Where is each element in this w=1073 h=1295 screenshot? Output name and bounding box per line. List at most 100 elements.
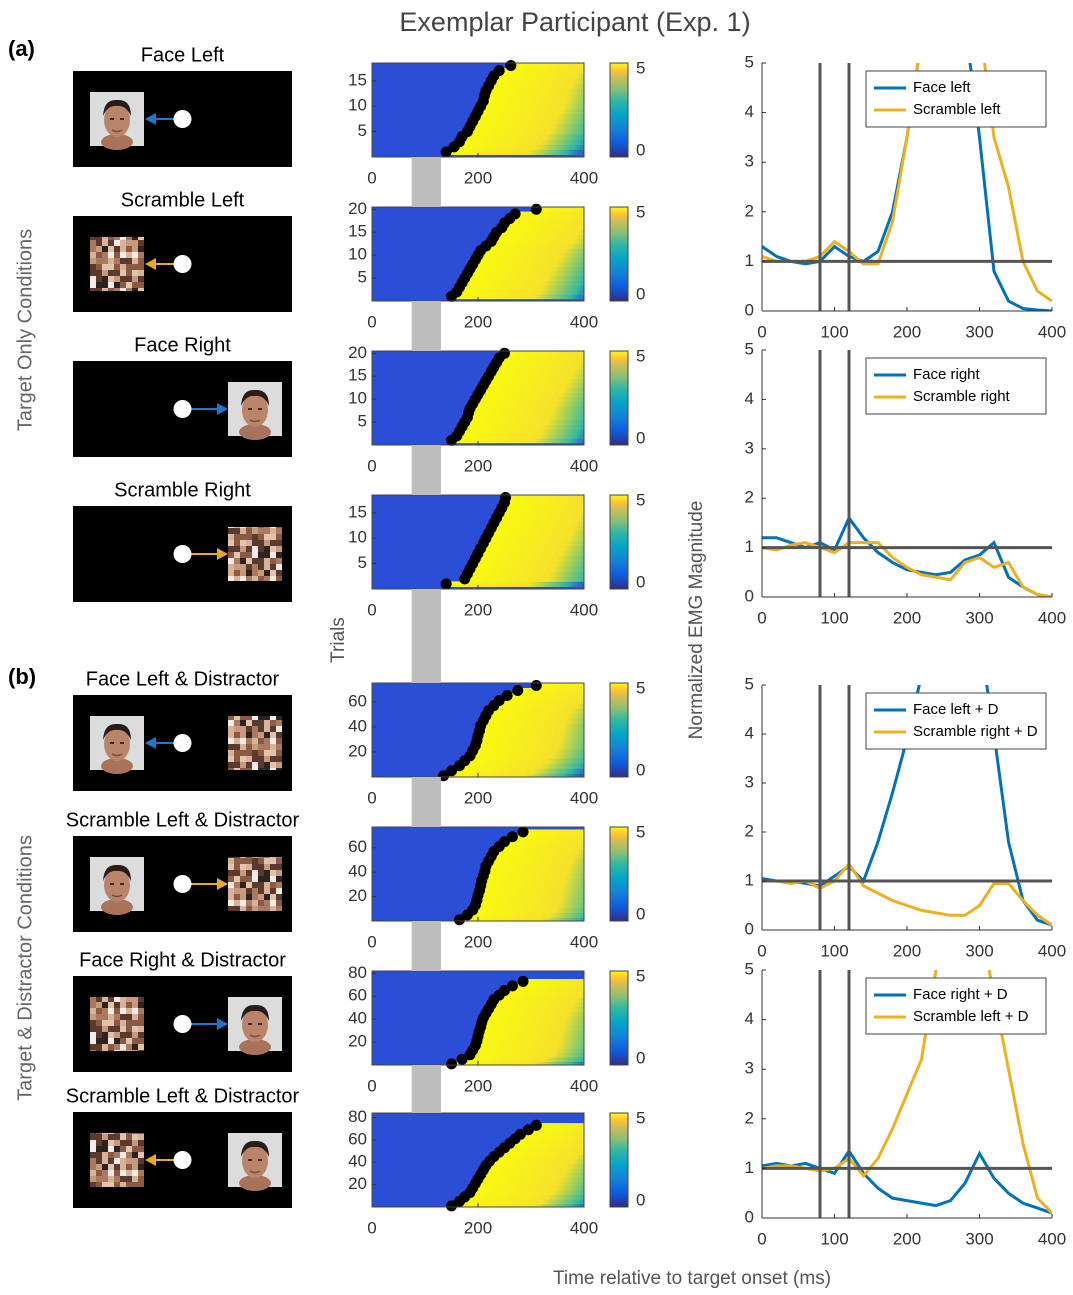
heat-row xyxy=(477,898,627,903)
heat-row xyxy=(475,1043,625,1048)
scramble-image xyxy=(228,716,282,770)
y-tick-label: 1 xyxy=(745,870,754,889)
x-tick-label: 400 xyxy=(570,600,598,619)
x-tick-label: 400 xyxy=(570,788,598,807)
heat-row xyxy=(478,733,628,739)
heat-row xyxy=(475,257,625,262)
heat-row xyxy=(465,576,615,582)
heat-row xyxy=(523,829,673,834)
heat-row xyxy=(473,1186,623,1191)
y-tick-label: 0 xyxy=(745,919,754,938)
y-tick-label: 5 xyxy=(358,412,367,431)
heat-row xyxy=(459,429,609,434)
heat-row xyxy=(465,1195,615,1200)
heat-row xyxy=(473,262,623,267)
colorbar-tick-label: 5 xyxy=(636,1108,645,1127)
y-tick-label: 5 xyxy=(745,52,754,71)
x-tick-label: 100 xyxy=(820,608,848,627)
scramble-image xyxy=(90,997,144,1051)
x-tick-label: 200 xyxy=(893,941,921,960)
shade-gap xyxy=(412,301,441,351)
x-tick-label: 400 xyxy=(570,456,598,475)
colorbar-tick-label: 0 xyxy=(636,760,645,779)
y-tick-label: 80 xyxy=(348,963,367,982)
y-tick-label: 20 xyxy=(348,886,367,905)
y-tick-label: 5 xyxy=(358,553,367,572)
heat-row xyxy=(462,1057,612,1062)
heat-row xyxy=(475,397,625,402)
heat-row xyxy=(481,1172,631,1177)
scramble-image xyxy=(90,237,144,291)
heat-row xyxy=(473,1048,623,1053)
heat-row xyxy=(470,1052,620,1057)
x-tick-label: 400 xyxy=(570,1076,598,1095)
legend-label: Face right xyxy=(913,366,981,383)
y-tick-label: 40 xyxy=(348,1009,367,1028)
legend-label: Scramble right + D xyxy=(913,723,1038,740)
x-tick-label: 0 xyxy=(757,941,766,960)
heat-row xyxy=(459,285,609,290)
x-tick-label: 400 xyxy=(570,168,598,187)
colorbar-tick-label: 0 xyxy=(636,1190,645,1209)
x-tick-label: 100 xyxy=(820,1229,848,1248)
colorbar-tick-label: 5 xyxy=(636,58,645,77)
heat-row xyxy=(467,129,617,135)
y-tick-label: 3 xyxy=(745,438,754,457)
y-tick-label: 40 xyxy=(348,1152,367,1171)
y-tick-label: 40 xyxy=(348,862,367,881)
colorbar xyxy=(610,207,628,301)
y-tick-label: 15 xyxy=(348,366,367,385)
fixation-dot xyxy=(174,545,192,563)
y-tick-label: 4 xyxy=(745,723,754,742)
x-axis-label: Time relative to target onset (ms) xyxy=(553,1268,831,1289)
x-tick-label: 200 xyxy=(464,1218,492,1237)
y-tick-label: 20 xyxy=(348,343,367,362)
y-tick-label: 3 xyxy=(745,152,754,171)
heat-row xyxy=(478,1177,628,1182)
heat-row xyxy=(480,888,630,893)
series-line xyxy=(762,1151,1052,1213)
y-axis-label: Trials xyxy=(328,617,349,663)
y-tick-label: 10 xyxy=(348,389,367,408)
y-tick-label: 2 xyxy=(745,201,754,220)
heat-row xyxy=(452,438,602,443)
x-tick-label: 200 xyxy=(464,312,492,331)
y-tick-label: 20 xyxy=(348,199,367,218)
heat-row xyxy=(475,556,625,562)
x-tick-label: 0 xyxy=(367,600,376,619)
colorbar xyxy=(610,351,628,445)
rt-dot xyxy=(531,1120,542,1131)
heat-row xyxy=(446,149,596,155)
shade-gap xyxy=(412,1065,441,1113)
y-tick-label: 2 xyxy=(745,488,754,507)
y-tick-label: 40 xyxy=(348,716,367,735)
heat-row xyxy=(462,134,612,140)
condition-title: Scramble Left xyxy=(121,189,245,211)
heat-row xyxy=(479,1029,629,1034)
colorbar-tick-label: 5 xyxy=(636,966,645,985)
y-tick-label: 4 xyxy=(745,1009,754,1028)
y-tick-label: 1 xyxy=(745,1158,754,1177)
rt-dot xyxy=(531,204,542,215)
heat-row xyxy=(502,225,652,230)
series-line xyxy=(762,13,1052,311)
legend-label: Face right + D xyxy=(913,986,1008,1003)
y-tick-label: 3 xyxy=(745,772,754,791)
heat-row xyxy=(481,248,631,253)
rt-dot xyxy=(512,685,523,696)
y-tick-label: 15 xyxy=(348,502,367,521)
y-tick-label: 5 xyxy=(358,121,367,140)
x-tick-label: 200 xyxy=(464,1076,492,1095)
x-tick-label: 200 xyxy=(464,456,492,475)
heat-row xyxy=(473,119,623,125)
condition-title: Face Left & Distractor xyxy=(86,668,280,690)
heat-row xyxy=(505,351,655,356)
heat-row xyxy=(481,104,631,110)
fixation-dot xyxy=(174,110,192,128)
heat-row xyxy=(459,1199,609,1204)
rt-dot xyxy=(499,348,510,359)
heat-row xyxy=(470,566,620,572)
heat-row xyxy=(459,917,609,922)
fixation-dot xyxy=(174,1015,192,1033)
rt-dot xyxy=(518,976,529,987)
